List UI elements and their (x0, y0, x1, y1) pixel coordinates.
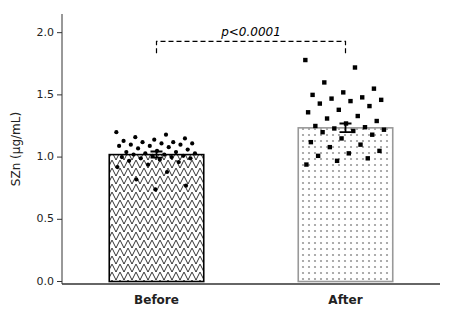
bar (298, 128, 393, 282)
point (121, 139, 125, 143)
point (134, 177, 138, 181)
point (183, 136, 187, 140)
point (344, 121, 348, 125)
point (193, 151, 197, 155)
y-tick (57, 219, 62, 220)
y-tick-label: 1.0 (37, 150, 55, 163)
point (341, 90, 345, 94)
point (325, 116, 329, 120)
point (328, 145, 332, 149)
point (379, 98, 383, 102)
point (162, 152, 166, 156)
point (310, 93, 314, 97)
point (303, 58, 307, 62)
point (155, 149, 159, 153)
point (181, 154, 185, 158)
point (377, 149, 381, 153)
point (360, 95, 364, 99)
point (148, 144, 152, 148)
point (358, 142, 362, 146)
point (131, 152, 135, 156)
y-tick-label: 0.5 (37, 212, 55, 225)
point (188, 156, 192, 160)
point (382, 128, 386, 132)
y-tick-label: 1.5 (37, 88, 55, 101)
point (171, 140, 175, 144)
point (165, 170, 169, 174)
significance-bracket (157, 41, 346, 53)
point (306, 110, 310, 114)
point (372, 86, 376, 90)
y-tick-label: 0.0 (37, 275, 55, 288)
plot-marks (109, 41, 393, 281)
point (367, 104, 371, 108)
point (129, 143, 133, 147)
y-axis-label: SZn (μg/mL) (9, 112, 23, 186)
point (337, 108, 341, 112)
point (150, 154, 154, 158)
point (153, 187, 157, 191)
point (316, 154, 320, 158)
x-tick-label: Before (134, 293, 179, 307)
point (164, 133, 168, 137)
point (146, 162, 150, 166)
point (318, 101, 322, 105)
point (167, 145, 171, 149)
point (184, 184, 188, 188)
point (124, 150, 128, 154)
x-axis: Before After (62, 284, 440, 307)
point (136, 146, 140, 150)
point (117, 144, 121, 148)
point (127, 159, 131, 163)
point (363, 125, 367, 129)
point (309, 140, 313, 144)
point (158, 157, 162, 161)
point (329, 96, 333, 100)
annotation: p<0.0001 (220, 25, 281, 39)
point (120, 155, 124, 159)
y-axis: 0.0 0.5 1.0 1.5 2.0 (37, 14, 63, 288)
y-tick (57, 157, 62, 158)
point (353, 65, 357, 69)
point (348, 99, 352, 103)
y-tick (57, 32, 62, 33)
point (339, 136, 343, 140)
point (190, 141, 194, 145)
y-axis-line (62, 14, 63, 284)
point (335, 159, 339, 163)
point (366, 156, 370, 160)
chart: 0.0 0.5 1.0 1.5 2.0 SZn (μg/mL) Before After p<0… (0, 0, 454, 324)
point (351, 129, 355, 133)
point (140, 140, 144, 144)
point (159, 141, 163, 145)
point (370, 132, 374, 136)
x-tick-label: After (328, 293, 362, 307)
point (186, 148, 190, 152)
point (332, 126, 336, 130)
point (178, 143, 182, 147)
y-tick (57, 94, 62, 95)
point (143, 151, 147, 155)
point (115, 165, 119, 169)
point (133, 135, 137, 139)
point (313, 124, 317, 128)
y-tick-label: 2.0 (37, 26, 55, 39)
point (152, 138, 156, 142)
y-tick (57, 281, 62, 282)
bar (109, 155, 204, 282)
point (174, 150, 178, 154)
point (375, 119, 379, 123)
x-axis-line (62, 283, 440, 285)
point (347, 151, 351, 155)
point (177, 160, 181, 164)
point (320, 130, 324, 134)
point (114, 130, 118, 134)
point (322, 80, 326, 84)
point (356, 114, 360, 118)
point (304, 162, 308, 166)
point (169, 155, 173, 159)
point (139, 156, 143, 160)
